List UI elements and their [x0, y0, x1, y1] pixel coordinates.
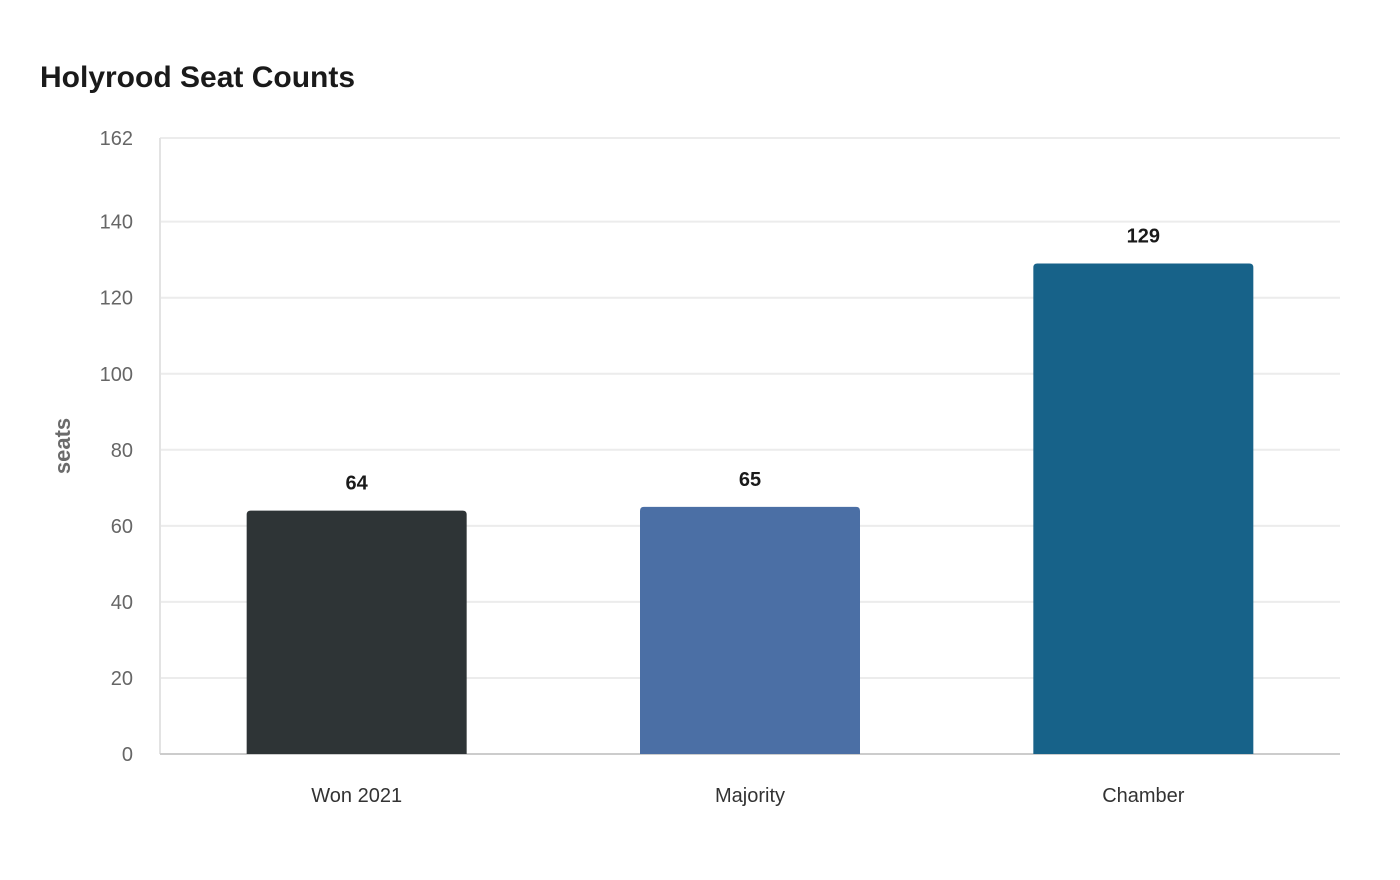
y-tick-label: 0	[122, 744, 133, 766]
data-label: 64	[346, 473, 369, 495]
labels: 0 20 40 60 80 100 120 140 162 64 Won 2021 65 Majorit…	[100, 128, 1185, 807]
bars	[246, 263, 1254, 754]
y-tick-label: 100	[100, 364, 133, 386]
y-tick-label: 80	[111, 440, 133, 462]
y-axis-title: seats	[50, 418, 75, 474]
y-tick-label: 140	[100, 212, 133, 234]
data-label: 129	[1127, 225, 1160, 247]
y-tick-label: 60	[111, 516, 133, 538]
y-tick-label: 40	[111, 592, 133, 614]
y-tick-label: 120	[100, 288, 133, 310]
data-label: 65	[739, 469, 761, 491]
x-tick-label: Chamber	[1102, 785, 1185, 807]
x-tick-label: Majority	[715, 785, 785, 807]
chart-title: Holyrood Seat Counts	[40, 61, 356, 94]
y-tick-label: 162	[100, 128, 133, 150]
x-tick-label: Won 2021	[311, 785, 402, 807]
bar-chamber	[1033, 263, 1254, 754]
y-tick-label: 20	[111, 668, 133, 690]
bar-won-2021	[246, 510, 467, 754]
bar-majority	[640, 506, 860, 754]
